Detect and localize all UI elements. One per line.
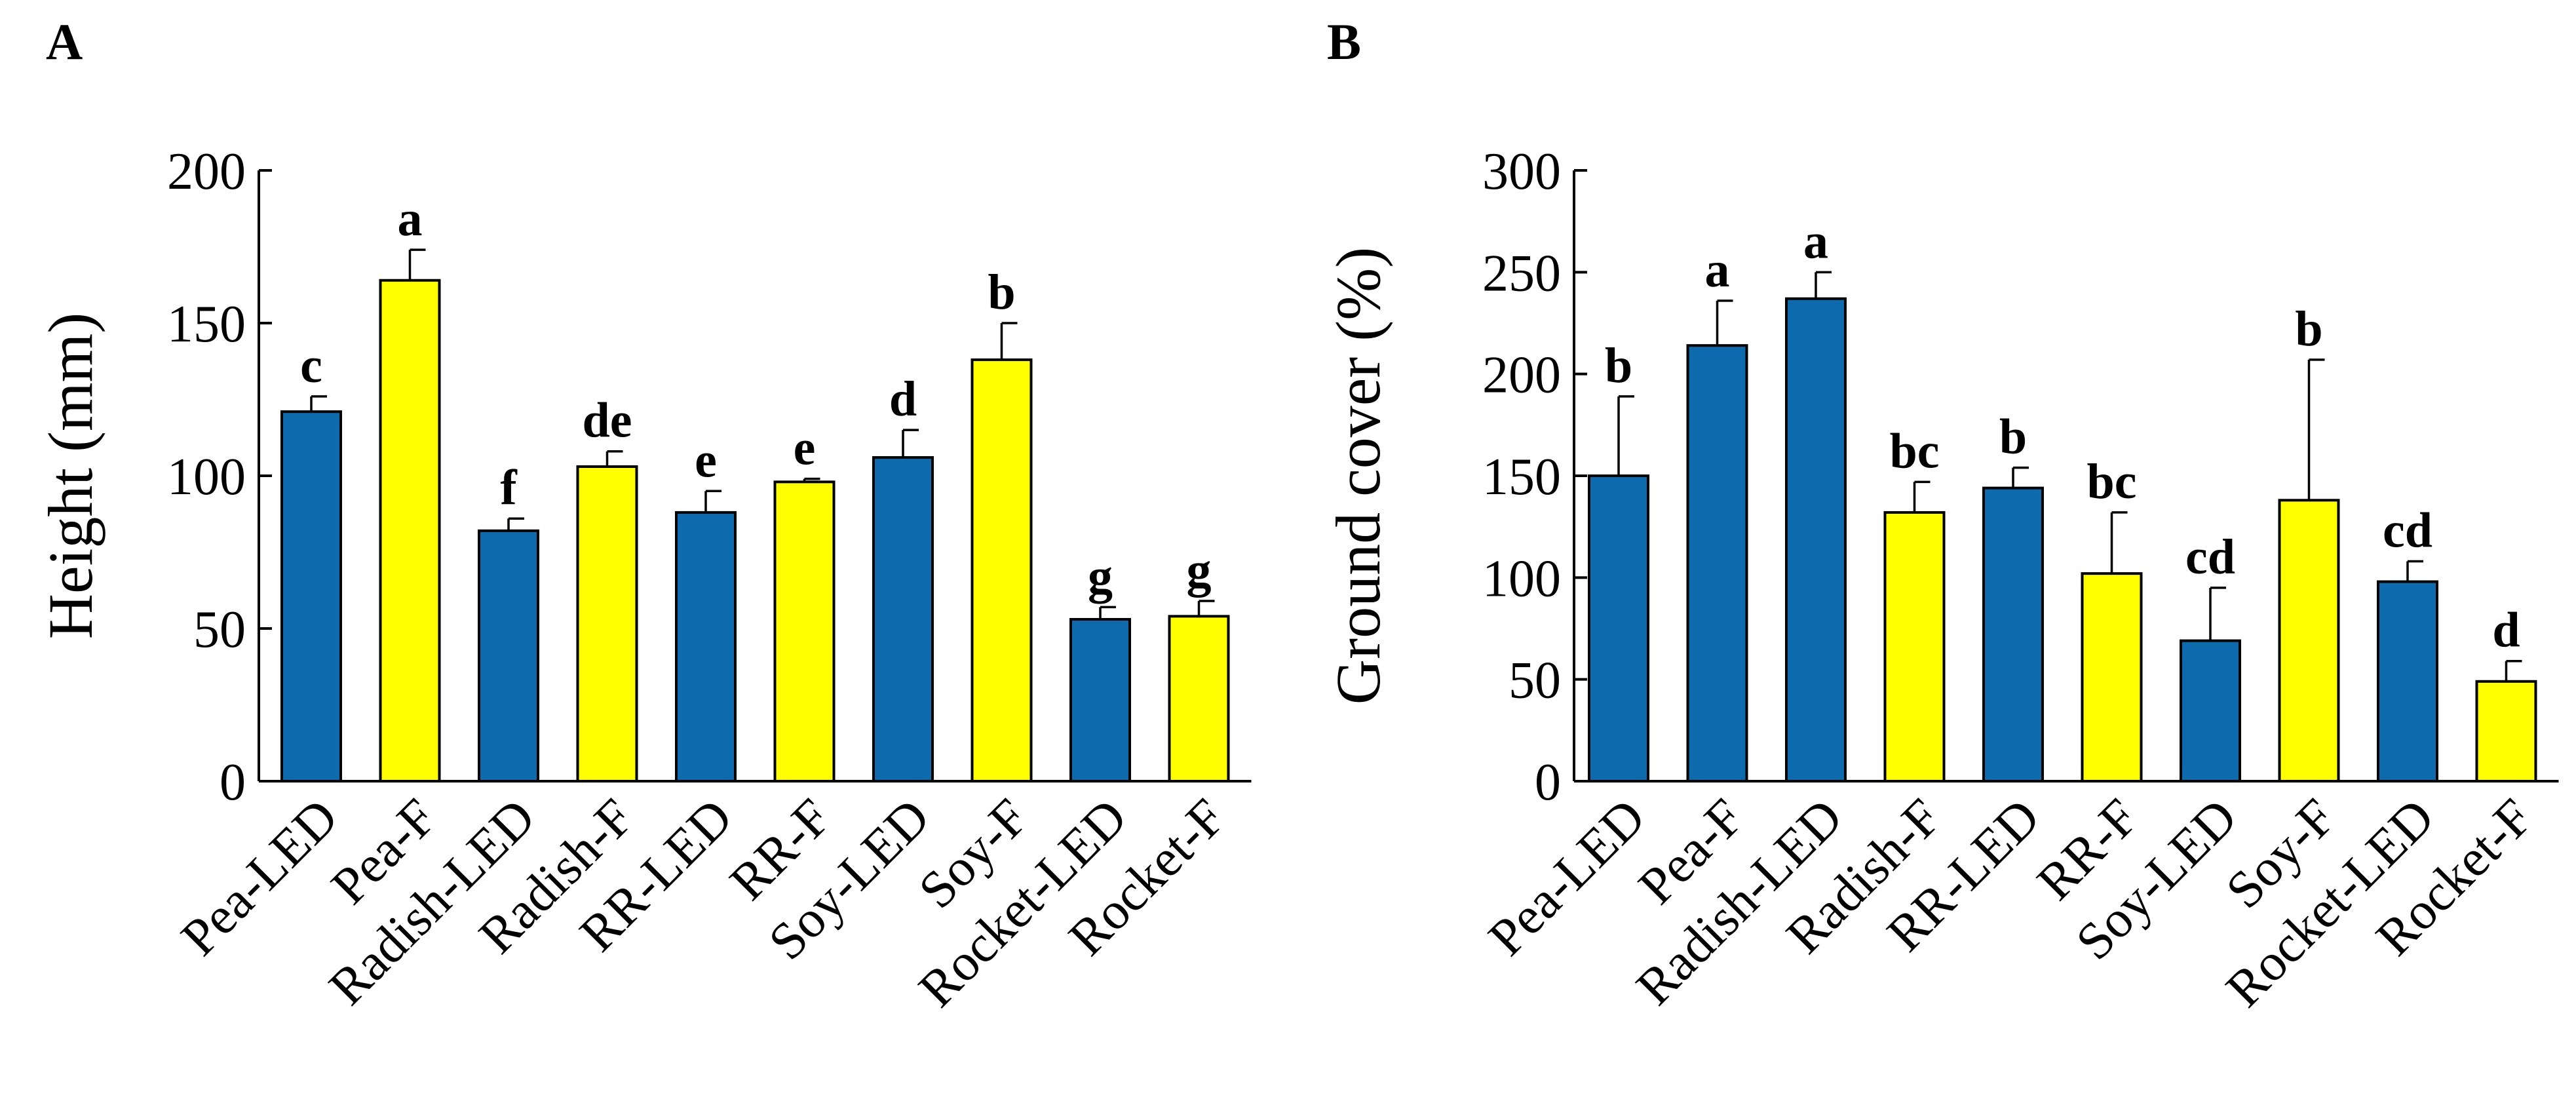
significance-letter: a: [1705, 242, 1730, 298]
y-tick-label: 150: [1482, 448, 1561, 506]
bar-pea-f: [379, 279, 441, 782]
bar-rr-f: [773, 480, 836, 782]
bar-radish-led: [1785, 297, 1847, 783]
y-tick-label: 200: [1482, 347, 1561, 404]
x-tick-label: Pea-LED: [170, 788, 349, 967]
bar-pea-led: [280, 410, 342, 782]
significance-letter: cd: [2383, 503, 2432, 558]
significance-letter: cd: [2185, 530, 2235, 585]
significance-letter: d: [2492, 603, 2520, 658]
significance-letter: b: [1605, 338, 1632, 393]
bar-soy-f: [2278, 499, 2340, 783]
y-tick-label: 300: [1482, 143, 1561, 201]
significance-letter: e: [695, 433, 717, 488]
significance-letter: f: [500, 460, 518, 515]
significance-letter: c: [300, 338, 322, 393]
significance-letter: g: [1187, 543, 1212, 598]
bar-rocket-f: [1168, 615, 1230, 782]
significance-letter: b: [1999, 410, 2027, 465]
bar-radish-f: [1883, 511, 1946, 782]
y-tick-label: 250: [1482, 244, 1561, 302]
significance-letter: a: [1803, 214, 1828, 269]
significance-letter: b: [2295, 301, 2322, 357]
bar-rocket-led: [2377, 580, 2438, 783]
bar-rr-f: [2081, 572, 2143, 782]
bar-soy-led: [872, 456, 934, 782]
significance-letter: d: [889, 372, 917, 427]
y-tick-label: 100: [167, 448, 246, 506]
significance-letter: bc: [2087, 454, 2137, 509]
panel-label: A: [46, 13, 83, 70]
panel-label: B: [1327, 13, 1361, 70]
bar-rr-led: [1982, 486, 2044, 782]
significance-letter: b: [988, 265, 1015, 320]
bar-pea-led: [1588, 474, 1649, 782]
y-axis-label: Ground cover (%): [1323, 247, 1393, 705]
significance-letter: bc: [1890, 423, 1940, 478]
significance-letter: e: [794, 421, 816, 476]
bar-soy-f: [971, 358, 1033, 782]
y-tick-label: 100: [1482, 550, 1561, 608]
bar-radish-f: [576, 465, 638, 783]
bar-pea-f: [1686, 344, 1748, 782]
bar-rr-led: [675, 511, 737, 782]
y-tick-label: 50: [193, 601, 246, 659]
significance-letter: de: [583, 393, 632, 448]
significance-letter: g: [1088, 549, 1113, 604]
y-tick-label: 50: [1509, 652, 1561, 710]
y-tick-label: 150: [167, 296, 246, 353]
y-axis-label: Height (mm): [35, 313, 106, 640]
bar-soy-led: [2180, 639, 2241, 783]
x-tick-label: Pea-LED: [1478, 788, 1657, 967]
bar-rocket-led: [1069, 618, 1131, 783]
bar-radish-led: [478, 529, 539, 782]
y-tick-label: 0: [1535, 754, 1561, 811]
bar-rocket-f: [2475, 680, 2537, 782]
significance-letter: a: [398, 191, 423, 246]
y-tick-label: 200: [167, 143, 246, 201]
y-tick-label: 0: [220, 754, 246, 811]
